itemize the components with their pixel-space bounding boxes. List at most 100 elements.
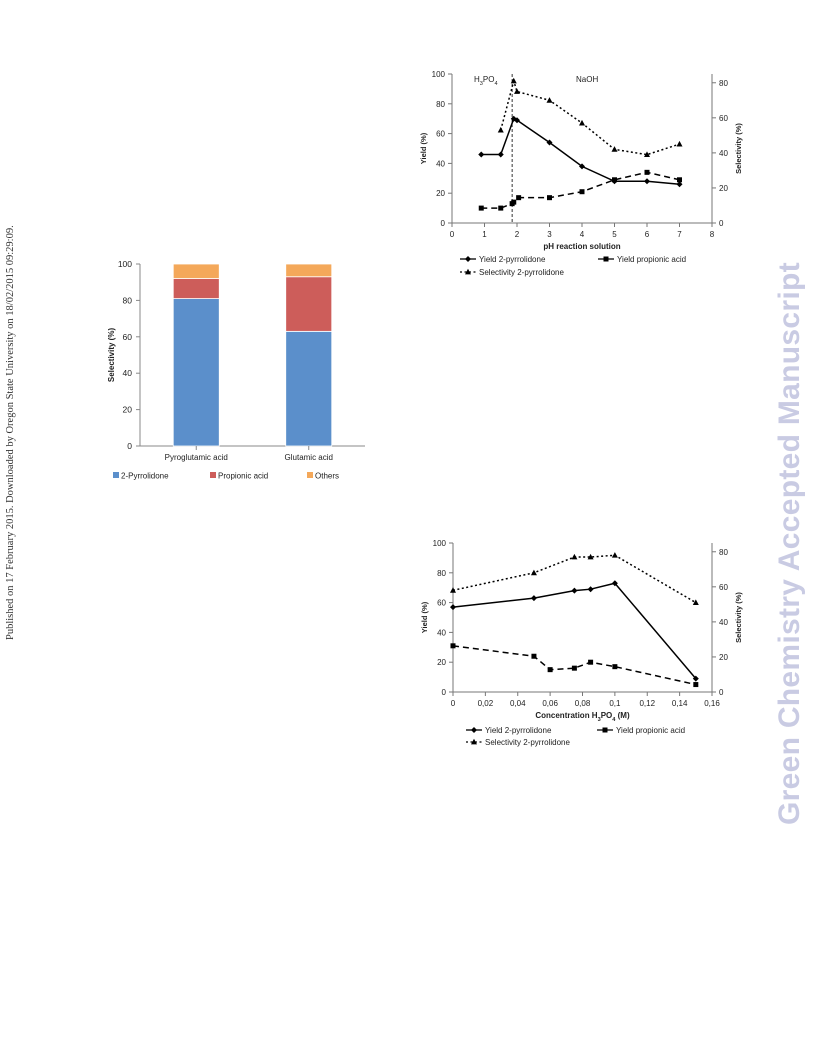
data-point (611, 552, 618, 558)
series-line (452, 645, 696, 686)
data-point (511, 199, 517, 205)
data-point (579, 163, 585, 170)
x-axis-label: pH reaction solution (543, 242, 620, 251)
legend-label: Yield propionic acid (617, 255, 686, 264)
y2-tick-label: 60 (719, 114, 728, 123)
bar-segment (172, 263, 220, 279)
x-tick-label: 0,08 (575, 699, 591, 708)
data-point (644, 169, 650, 175)
bar-segment (172, 298, 220, 447)
series-line (481, 171, 680, 209)
data-point (579, 119, 585, 126)
y2-tick-label: 40 (719, 618, 728, 627)
data-point (530, 569, 537, 576)
legend-marker (603, 256, 609, 262)
bar-segment (172, 278, 220, 299)
concentration-line-chart: 0 20 40 60 80 100 0 20 40 60 80 0 0,02 0,04 0,06 0,08 0,… (420, 539, 743, 747)
data-point (692, 599, 699, 605)
legend-swatch (307, 472, 313, 478)
data-point (571, 553, 578, 560)
y2-tick-label: 60 (719, 583, 728, 592)
data-point (510, 77, 517, 84)
ph-line-chart: 0 20 40 60 80 100 0 20 40 60 80 0 1 2 3 4 5 6 7 8 Yield (%) S… (419, 70, 743, 277)
data-point (450, 587, 456, 593)
selectivity-bar-chart: 0 20 40 60 80 100 Selectivity (%) Pyroglutamic … (107, 259, 365, 481)
series-line (452, 554, 697, 604)
y2-tick-label: 40 (719, 149, 728, 158)
y2-tick-label: 0 (719, 688, 724, 697)
y-tick-label: 80 (437, 569, 446, 578)
data-point (693, 682, 699, 688)
x-tick-label: 0 (451, 699, 456, 708)
x-tick-label: 0,1 (609, 699, 621, 708)
data-point (611, 580, 618, 587)
data-point (579, 189, 585, 195)
data-point (588, 659, 594, 665)
data-point (497, 151, 504, 158)
y-tick-label: 20 (437, 658, 446, 667)
data-point (692, 675, 699, 682)
y2-axis-label: Selectivity (%) (734, 123, 743, 174)
y-tick-label: 100 (432, 70, 446, 79)
y-axis-label: Yield (%) (420, 601, 429, 633)
y-tick-label: 0 (442, 688, 447, 697)
x-tick-label: 5 (612, 230, 617, 239)
data-point (612, 177, 617, 183)
x-axis-label: Concentration H3PO4 (M) (535, 711, 630, 723)
y2-tick-label: 0 (719, 219, 724, 228)
data-point (644, 178, 650, 185)
data-point (514, 117, 520, 124)
x-tick-label: 6 (645, 230, 650, 239)
data-point (530, 595, 537, 602)
legend-marker (465, 256, 471, 262)
category-label: Glutamic acid (285, 453, 333, 462)
data-point (478, 205, 484, 211)
y-axis-label: Yield (%) (419, 132, 428, 164)
y-tick-label: 60 (437, 599, 446, 608)
legend-label: Yield propionic acid (616, 726, 685, 735)
y-tick-label: 40 (436, 159, 445, 168)
legend-label: Yield 2-pyrrolidone (479, 255, 546, 264)
data-point (531, 653, 537, 659)
data-point (612, 664, 618, 670)
data-point (478, 151, 485, 158)
data-point (498, 205, 504, 211)
legend-label: Yield 2-pyrrolidone (485, 726, 552, 735)
legend-marker (602, 727, 608, 733)
bar-segment (285, 263, 333, 278)
y2-tick-label: 20 (719, 653, 728, 662)
x-tick-label: 4 (580, 230, 585, 239)
y-tick-label: 100 (433, 539, 447, 548)
y-tick-label: 80 (436, 100, 445, 109)
data-point (587, 553, 594, 560)
legend-marker (471, 727, 477, 733)
y-tick-label: 80 (123, 295, 133, 305)
x-tick-label: 7 (677, 230, 682, 239)
data-point (546, 139, 553, 146)
data-point (497, 126, 504, 133)
y-tick-label: 40 (437, 628, 446, 637)
y-tick-label: 0 (441, 219, 446, 228)
bar-segment (285, 330, 333, 447)
series-line (452, 582, 697, 680)
y-tick-label: 60 (436, 130, 445, 139)
legend-swatch (113, 472, 119, 478)
legend-marker (465, 268, 471, 275)
x-tick-label: 0,06 (542, 699, 558, 708)
x-tick-label: 1 (482, 230, 487, 239)
region-label-base: NaOH (576, 75, 598, 84)
legend-label: Selectivity 2-pyrrolidone (485, 738, 570, 747)
legend-label: Propionic acid (218, 472, 268, 481)
legend-swatch (210, 472, 216, 478)
y-tick-label: 0 (127, 441, 132, 451)
x-tick-label: 0,02 (478, 699, 494, 708)
y-tick-label: 100 (118, 259, 132, 269)
y-axis-label: Selectivity (%) (107, 328, 116, 383)
legend-marker (471, 738, 477, 745)
bar-segment (285, 276, 333, 332)
x-tick-label: 3 (547, 230, 552, 239)
x-tick-label: 0,04 (510, 699, 526, 708)
y2-axis-label: Selectivity (%) (734, 592, 743, 643)
data-point (547, 195, 552, 201)
data-point (571, 665, 577, 671)
